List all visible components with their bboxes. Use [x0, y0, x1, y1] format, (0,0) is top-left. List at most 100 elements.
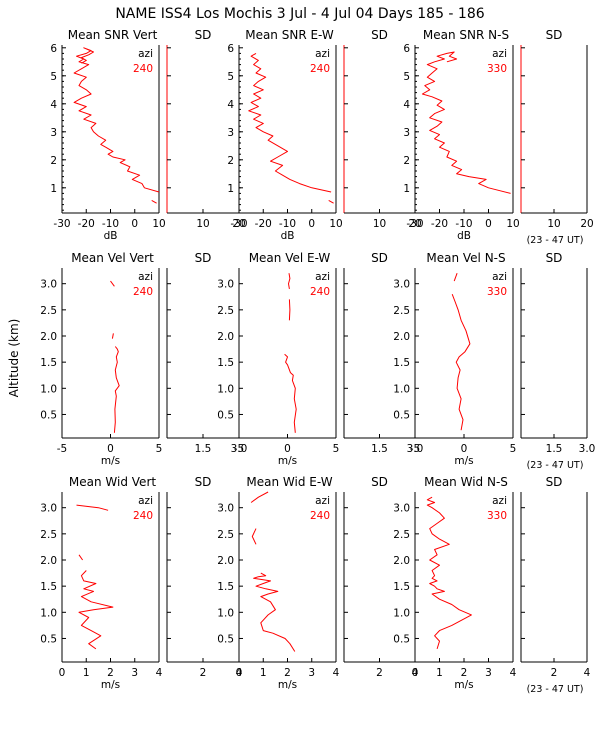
profile-line-1	[421, 51, 511, 194]
azi-value: 240	[310, 63, 330, 75]
y-tick-label: 4	[227, 99, 234, 111]
y-tick-label: 5	[227, 71, 234, 83]
y-tick-label: 1.0	[217, 607, 234, 619]
x-tick-label: 5	[510, 443, 517, 455]
y-tick-label: 2.5	[40, 529, 57, 541]
profile-line-3	[288, 273, 291, 289]
x-axis-unit: m/s	[454, 679, 473, 691]
sd-x-tick-label: 3.0	[231, 443, 248, 455]
ut-range-note: (23 - 47 UT)	[527, 460, 584, 471]
ut-range-note: (23 - 47 UT)	[527, 684, 584, 695]
sd-panel-title: SD	[195, 28, 212, 42]
panel-wid-3: Mean Wid N-S SD 0.5 1.0 1.5 2.0 2.5 3.0 0 1 2 3 4 2 4 m…	[393, 475, 590, 695]
sd-x-tick-label: 2	[200, 667, 207, 679]
x-tick-label: 1	[436, 667, 443, 679]
sd-panel-title: SD	[371, 475, 388, 489]
y-tick-label: 3	[403, 127, 410, 139]
y-tick-label: 2	[50, 155, 57, 167]
profile-line-3	[110, 280, 115, 287]
y-tick-label: 0.5	[217, 633, 234, 645]
y-tick-label: 0.5	[40, 409, 57, 421]
x-tick-label: 4	[333, 667, 340, 679]
sd-x-tick-label: 3.0	[579, 443, 596, 455]
x-tick-label: 2	[107, 667, 114, 679]
y-tick-label: 3.0	[393, 503, 410, 515]
x-tick-label: -20	[431, 218, 448, 230]
y-tick-label: 1	[227, 183, 234, 195]
sd-x-tick-label: 4	[412, 667, 419, 679]
panel-title: Mean Wid N-S	[424, 475, 508, 489]
azi-label: azi	[315, 495, 330, 507]
profile-line-2	[453, 273, 458, 282]
azi-label: azi	[315, 271, 330, 283]
x-tick-label: 0	[284, 443, 291, 455]
panel-vel-2: Mean Vel E-W SD0.51.01.52.02.53.0-5 0 5 1.5 3…	[217, 251, 423, 467]
x-tick-label: -20	[255, 218, 272, 230]
y-tick-label: 3	[50, 127, 57, 139]
x-tick-label: 4	[156, 667, 163, 679]
y-tick-label: 5	[403, 71, 410, 83]
profile-line-3	[76, 504, 109, 511]
x-tick-label: 2	[284, 667, 291, 679]
x-tick-label: 0	[236, 667, 243, 679]
azi-label: azi	[492, 495, 507, 507]
x-axis-unit: m/s	[101, 455, 120, 467]
sd-panel-title: SD	[195, 475, 212, 489]
x-axis-unit: m/s	[278, 455, 297, 467]
y-tick-label: 2.0	[217, 555, 234, 567]
x-axis-unit: m/s	[101, 679, 120, 691]
sd-panel-title: SD	[371, 28, 388, 42]
y-tick-label: 6	[403, 43, 410, 55]
sd-panel-title: SD	[371, 251, 388, 265]
x-tick-label: 0	[59, 667, 66, 679]
y-tick-label: 0.5	[217, 409, 234, 421]
sd-x-tick-label: 2	[376, 667, 383, 679]
y-tick-label: 1.0	[40, 383, 57, 395]
sd-panel-title: SD	[546, 28, 563, 42]
y-tick-label: 0.5	[393, 409, 410, 421]
y-tick-label: 3.0	[40, 503, 57, 515]
panel-title: Mean Vel E-W	[249, 251, 331, 265]
sd-x-tick-label: 1.5	[371, 443, 388, 455]
sd-panel-title: SD	[546, 251, 563, 265]
y-tick-label: 4	[403, 99, 410, 111]
x-axis-unit: dB	[457, 230, 471, 242]
panel-title: Mean Vel Vert	[71, 251, 154, 265]
x-tick-label: 0	[412, 667, 419, 679]
x-tick-label: 3	[485, 667, 492, 679]
y-tick-label: 2.5	[393, 305, 410, 317]
y-tick-label: 3.0	[217, 279, 234, 291]
x-axis-unit: dB	[104, 230, 118, 242]
y-tick-label: 1.0	[393, 607, 410, 619]
y-tick-label: 2.0	[393, 331, 410, 343]
azi-value: 330	[487, 510, 507, 522]
panel-title: Mean SNR E-W	[245, 28, 334, 42]
y-tick-label: 2.0	[393, 555, 410, 567]
x-tick-label: 4	[510, 667, 517, 679]
panel-wid-2: Mean Wid E-W SD 0.5 1.0 1.5 2.0 2.5 3.0 0 1 2 3 4 2 4 m…	[217, 475, 418, 691]
y-tick-label: 1.0	[393, 383, 410, 395]
profile-line-1	[451, 294, 471, 431]
x-tick-label: -5	[410, 443, 420, 455]
sd-x-tick-label: 2	[551, 667, 558, 679]
azi-value: 330	[487, 286, 507, 298]
x-tick-label: -30	[230, 218, 247, 230]
x-tick-label: 0	[107, 443, 114, 455]
profile-line-3	[250, 491, 269, 503]
y-axis-label: Altitude (km)	[7, 319, 21, 398]
profile-line-1	[113, 346, 120, 433]
y-tick-label: 3	[227, 127, 234, 139]
profile-line-1	[328, 199, 334, 204]
y-tick-label: 1.5	[40, 581, 57, 593]
y-tick-label: 4	[50, 99, 57, 111]
sd-x-tick-label: 10	[196, 218, 209, 230]
y-tick-label: 1.0	[217, 383, 234, 395]
profile-line-1	[426, 496, 472, 650]
y-tick-label: 1.5	[217, 357, 234, 369]
x-tick-label: 10	[506, 218, 519, 230]
y-tick-label: 5	[50, 71, 57, 83]
y-tick-label: 1	[50, 183, 57, 195]
x-tick-label: 2	[461, 667, 468, 679]
y-tick-label: 2.5	[217, 305, 234, 317]
profile-line-1	[284, 353, 297, 433]
